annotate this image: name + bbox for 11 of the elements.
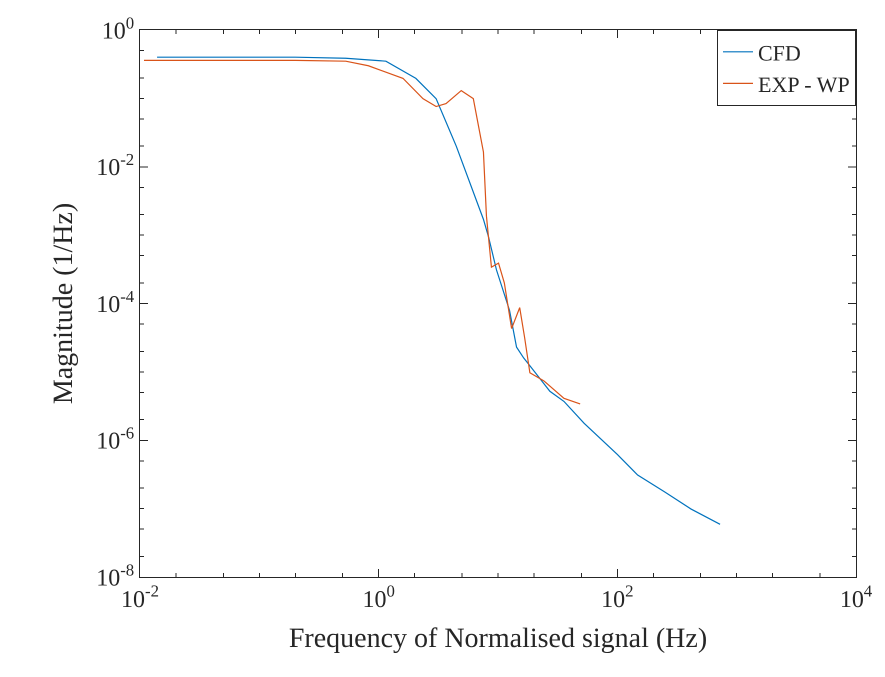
y-tick-label: 10$^{-4}$ — [96, 286, 135, 318]
x-tick-label: 10$^{4}$ — [840, 582, 873, 613]
y-tick-label: 10$^{-2}$ — [96, 150, 134, 182]
x-tick-label: 10$^{0}$ — [362, 582, 395, 613]
x-tick-label: 10$^{2}$ — [601, 582, 634, 613]
legend-label: CFD — [758, 40, 801, 66]
y-tick-label: 10$^{0}$ — [102, 13, 134, 44]
y-axis-title: Magnitude (1/Hz) — [48, 202, 79, 404]
legend-label: EXP - WP — [758, 72, 850, 97]
y-tick-label: 10$^{-6}$ — [96, 424, 134, 455]
x-axis-title: Frequency of Normalised signal (Hz) — [288, 622, 708, 654]
